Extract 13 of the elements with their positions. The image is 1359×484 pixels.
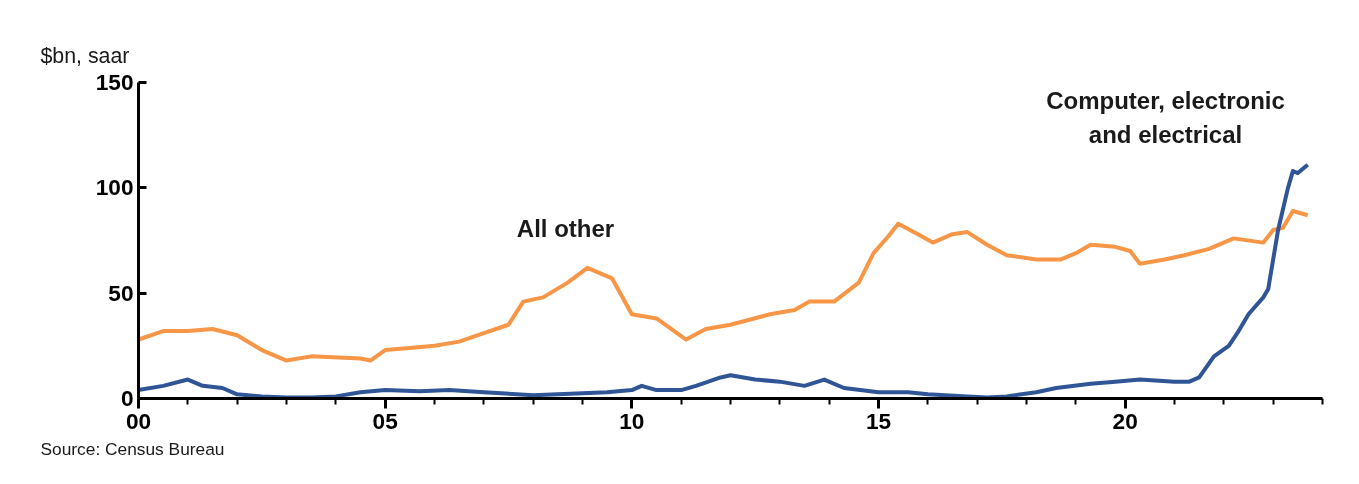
- x-tick-label: 15: [865, 407, 892, 434]
- line-series: [138, 162, 1310, 399]
- series-label: Computer, electronic and electrical: [1046, 87, 1285, 148]
- series-label: All other: [516, 215, 615, 242]
- y-tick-label: 150: [95, 69, 134, 95]
- x-tick-label: 10: [619, 407, 645, 434]
- x-tick-label: 05: [372, 407, 398, 434]
- source-note: Source: Census Bureau: [40, 438, 225, 459]
- line-series: [138, 209, 1310, 363]
- y-tick-label: 100: [95, 174, 134, 201]
- y-axis-title: $bn, saar: [40, 43, 130, 68]
- x-tick-label: 20: [1112, 407, 1138, 434]
- y-tick-label: 50: [108, 279, 134, 306]
